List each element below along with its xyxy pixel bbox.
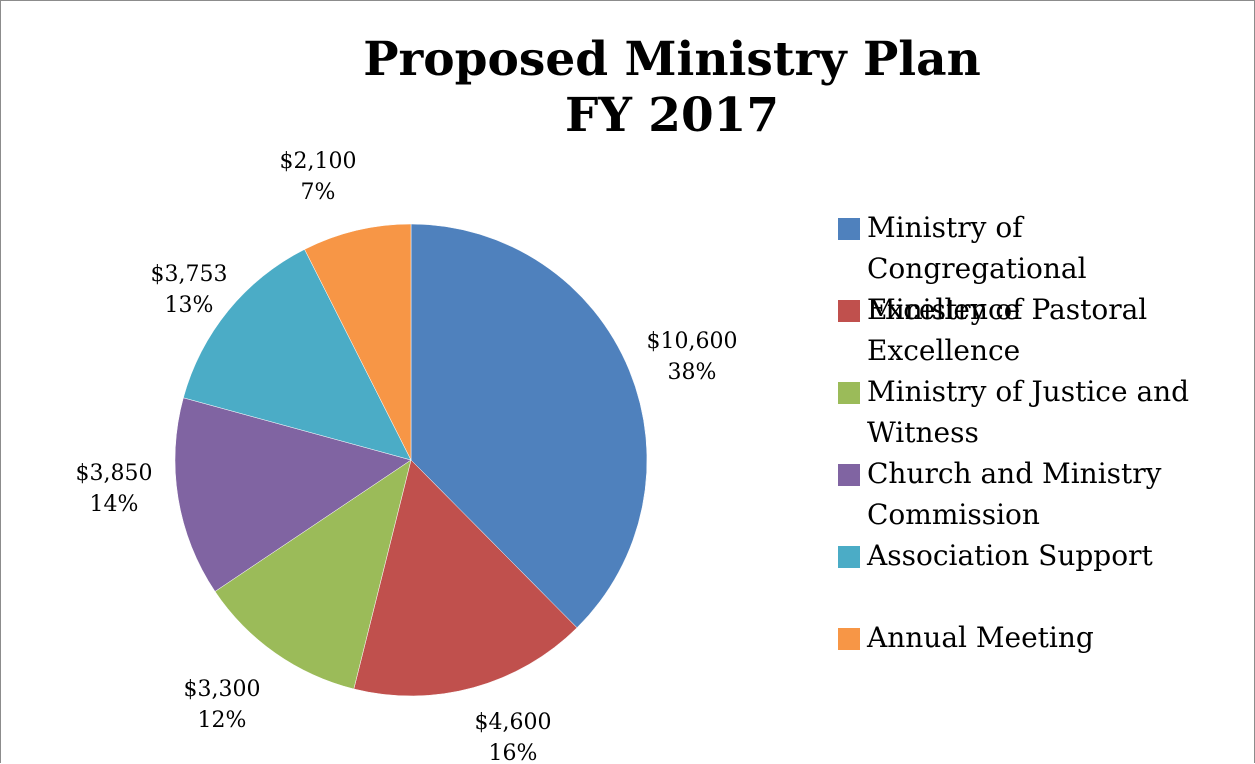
legend-label: Annual Meeting [867,621,1094,654]
data-label-value-3: $3,300 [184,677,261,702]
legend-label: Ministry of Justice and Witness [867,375,1190,449]
pie-slice-4 [174,397,412,592]
legend-label: Association Support [867,539,1153,572]
data-label-value-4: $3,850 [76,461,153,486]
data-label-percent-1: 38% [668,360,717,385]
pie-slice-3 [214,459,412,690]
chart-title: Proposed Ministry Plan FY 2017 [322,32,1022,144]
data-label-value-5: $3,753 [151,262,228,287]
pie-slice-1 [410,223,648,629]
data-label-value-1: $10,600 [647,329,738,354]
data-label-percent-5: 13% [165,293,214,318]
legend-label: Church and Ministry Commission [867,457,1162,531]
legend-swatch [838,628,860,650]
data-label-percent-4: 14% [90,492,139,517]
data-label-percent-3: 12% [198,708,247,733]
pie-slice-5 [183,249,412,461]
pie-slice-2 [353,459,578,697]
legend-swatch [838,218,860,240]
legend-swatch [838,546,860,568]
legend-swatch [838,382,860,404]
pie-data-labels: $10,600 38% $4,600 16% $3,300 12% $3,850 14% $3,… [76,149,738,764]
data-label-percent-6: 7% [301,180,336,205]
data-label-value-6: $2,100 [280,149,357,174]
legend-swatch [838,300,860,322]
data-label-value-2: $4,600 [475,710,552,735]
legend-swatch [838,464,860,486]
legend-label: Ministry of Pastoral Excellence [867,293,1148,367]
data-label-percent-2: 16% [489,741,538,764]
chart-title-line-1: Proposed Ministry Plan [363,32,981,87]
pie-slices [174,223,648,697]
pie-slice-6 [304,223,412,461]
chart-title-line-2: FY 2017 [564,88,780,143]
legend-label: Ministry of Congregational Excellence [867,211,1087,326]
